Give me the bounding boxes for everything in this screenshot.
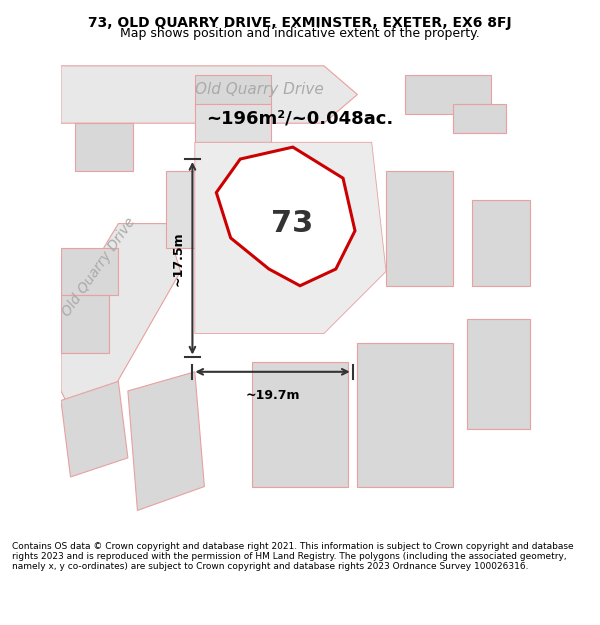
Text: Old Quarry Drive: Old Quarry Drive [195, 82, 323, 98]
Polygon shape [61, 381, 128, 477]
Polygon shape [195, 104, 271, 142]
Text: 73: 73 [271, 209, 313, 238]
Text: 73, OLD QUARRY DRIVE, EXMINSTER, EXETER, EX6 8FJ: 73, OLD QUARRY DRIVE, EXMINSTER, EXETER,… [88, 16, 512, 30]
Polygon shape [61, 66, 358, 123]
Polygon shape [61, 224, 181, 439]
Polygon shape [61, 295, 109, 352]
Text: Old Quarry Drive: Old Quarry Drive [60, 214, 139, 319]
Polygon shape [405, 76, 491, 114]
Text: Contains OS data © Crown copyright and database right 2021. This information is : Contains OS data © Crown copyright and d… [12, 542, 574, 571]
Polygon shape [195, 76, 271, 114]
Polygon shape [128, 372, 205, 511]
Polygon shape [75, 123, 133, 171]
Polygon shape [453, 104, 506, 132]
Polygon shape [472, 200, 530, 286]
Text: ~17.5m: ~17.5m [172, 231, 185, 286]
Text: ~19.7m: ~19.7m [245, 389, 300, 402]
Polygon shape [386, 171, 453, 286]
Polygon shape [252, 362, 348, 486]
Polygon shape [358, 343, 453, 486]
Polygon shape [61, 248, 118, 295]
Text: Map shows position and indicative extent of the property.: Map shows position and indicative extent… [120, 28, 480, 41]
Text: ~196m²/~0.048ac.: ~196m²/~0.048ac. [206, 109, 394, 128]
Polygon shape [217, 147, 355, 286]
Polygon shape [195, 142, 386, 334]
Polygon shape [166, 171, 233, 248]
Polygon shape [467, 319, 530, 429]
